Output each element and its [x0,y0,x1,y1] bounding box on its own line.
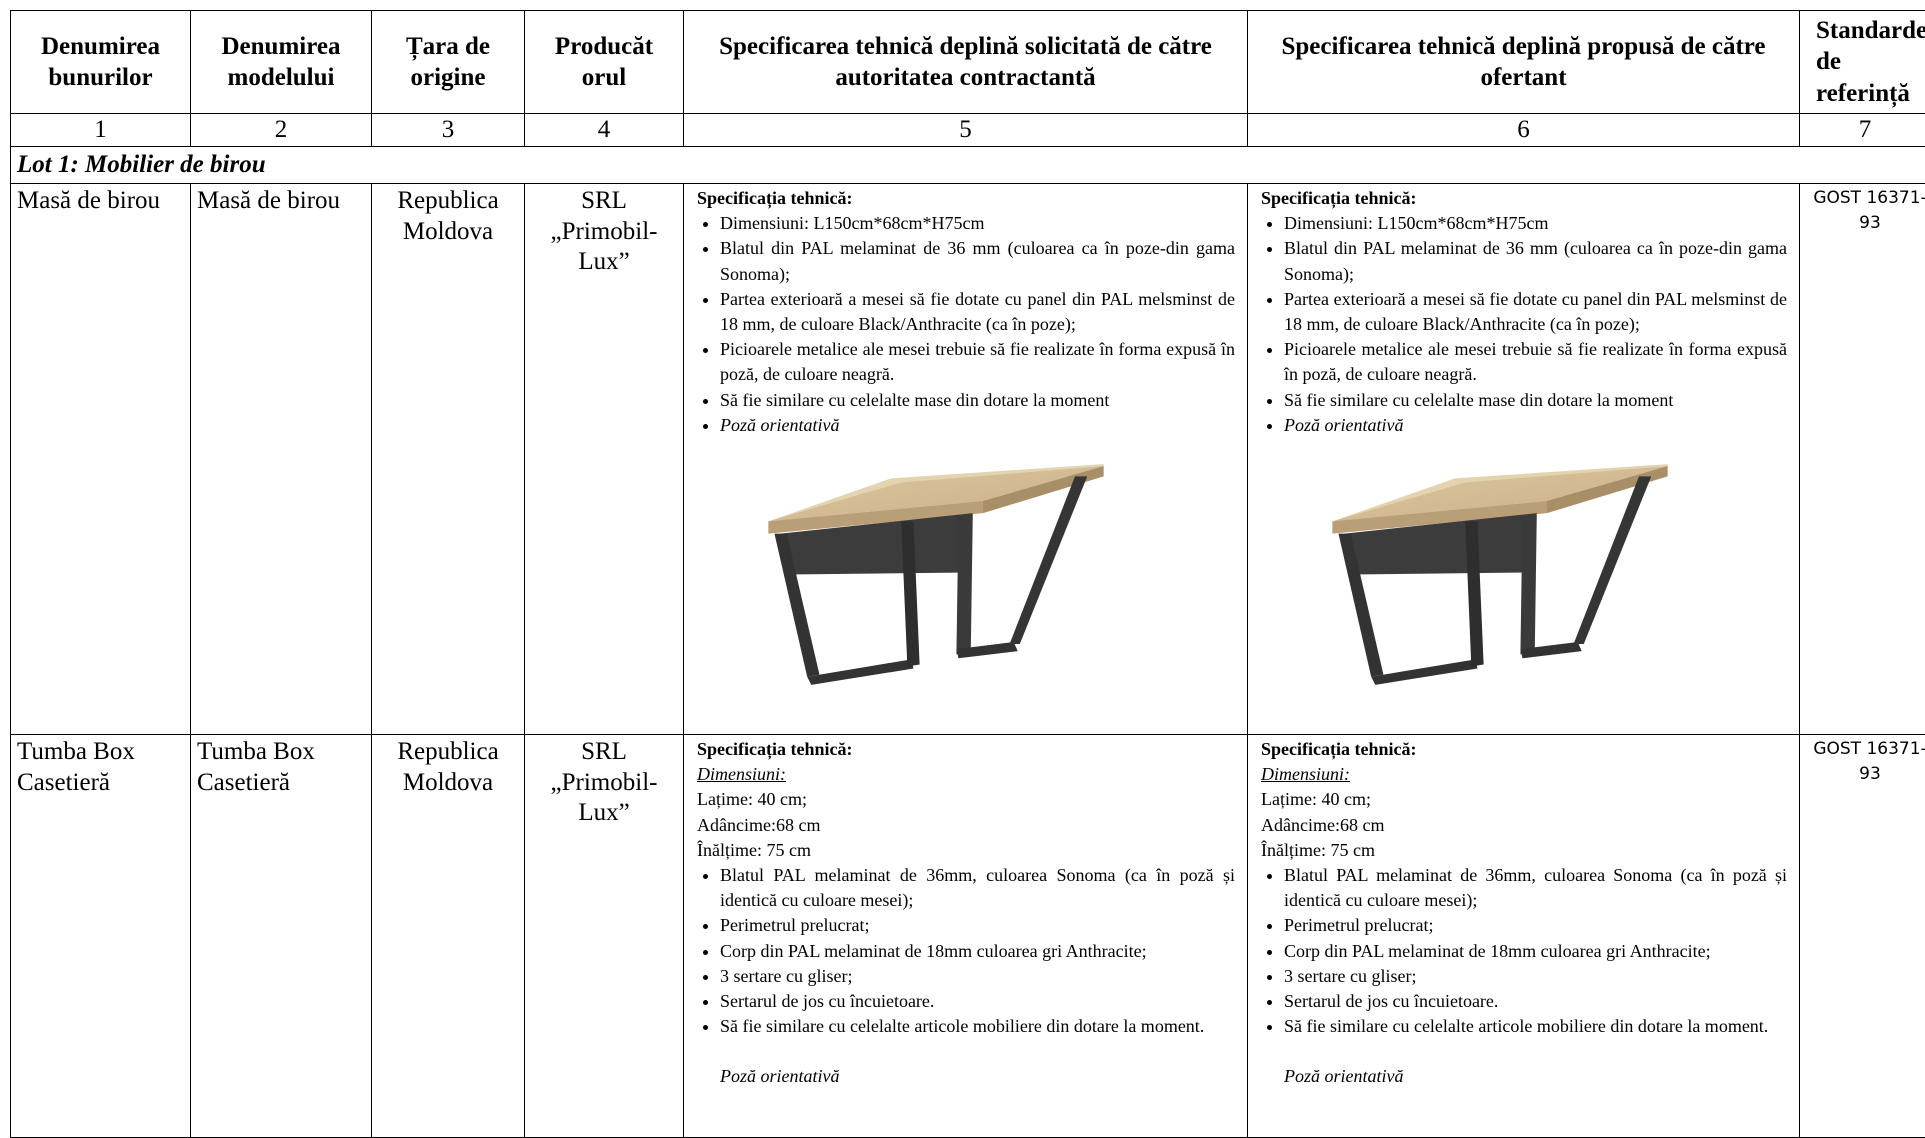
spec-list: Blatul PAL melaminat de 36mm, culoarea S… [697,863,1235,1039]
column-number: 4 [525,114,684,147]
desk-photo [1316,460,1686,690]
spec-item: Corp din PAL melaminat de 18mm culoarea … [720,939,1235,964]
country: Republica Moldova [372,735,525,1138]
spec-item: Dimensiuni: L150cm*68cm*H75cm [1284,211,1787,236]
header-cell: Specificarea tehnică deplină propusă de … [1248,11,1800,114]
spec-line: Înălțime: 75 cm [1261,838,1787,863]
spec-title: Specificația tehnică: [1261,186,1787,211]
header-cell: Denumirea bunurilor [11,11,191,114]
spec-item: 3 sertare cu gliser; [1284,964,1787,989]
column-number: 5 [684,114,1248,147]
column-number: 1 [11,114,191,147]
standard: GOST 16371-93 [1800,735,1925,1138]
spec-item: Partea exterioară a mesei să fie dotate … [1284,287,1787,337]
spec-item: Blatul din PAL melaminat de 36 mm (culoa… [720,236,1235,286]
spec-title: Specificația tehnică: [697,737,1235,762]
spec-title: Specificația tehnică: [697,186,1235,211]
header-cell: Țara de origine [372,11,525,114]
spec-cell: Specificația tehnică:Dimensiuni: L150cm*… [1248,184,1800,735]
goods-name: Masă de birou [11,184,191,735]
header-cell: Specificarea tehnică deplină solicitată … [684,11,1248,114]
lot-row: Lot 1: Mobilier de birou [11,147,1925,184]
header-row: Denumirea bunurilor Denumirea modelului … [11,11,1925,114]
spec-item: Să fie similare cu celelalte articole mo… [1284,1014,1787,1039]
model-name: Masă de birou [191,184,372,735]
spec-item: Dimensiuni: L150cm*68cm*H75cm [720,211,1235,236]
desk-shape [1332,464,1667,685]
spec-item: Perimetrul prelucrat; [720,913,1235,938]
spec-photo-note: Poză orientativă [720,413,1235,438]
spec-item: Picioarele metalice ale mesei trebuie să… [720,337,1235,387]
spec-item: Perimetrul prelucrat; [1284,913,1787,938]
spec-item: Picioarele metalice ale mesei trebuie să… [1284,337,1787,387]
spec-item: Sertarul de jos cu încuietoare. [720,989,1235,1014]
spec-line: Adâncime:68 cm [1261,813,1787,838]
spec-list: Dimensiuni: L150cm*68cm*H75cmBlatul din … [1261,211,1787,438]
spec-photo-note: Poză orientativă [1284,413,1787,438]
spec-list: Dimensiuni: L150cm*68cm*H75cmBlatul din … [697,211,1235,438]
lot-title: Lot 1: Mobilier de birou [11,147,1925,184]
column-number: 6 [1248,114,1800,147]
column-number: 2 [191,114,372,147]
spec-item: 3 sertare cu gliser; [720,964,1235,989]
spec-list: Blatul PAL melaminat de 36mm, culoarea S… [1261,863,1787,1039]
spec-photo-note: Poză orientativă [1284,1064,1787,1089]
producer: SRL „Primobil-Lux” [525,735,684,1138]
spec-table: Denumirea bunurilor Denumirea modelului … [10,10,1925,1138]
spec-line: Adâncime:68 cm [697,813,1235,838]
spec-item: Să fie similare cu celelalte articole mo… [720,1014,1235,1039]
goods-name: Tumba Box Casetieră [11,735,191,1138]
spec-item: Blatul PAL melaminat de 36mm, culoarea S… [720,863,1235,913]
desk-photo [752,460,1122,690]
spec-subtitle: Dimensiuni: [1261,762,1787,787]
spec-subtitle: Dimensiuni: [697,762,1235,787]
spec-item: Partea exterioară a mesei să fie dotate … [720,287,1235,337]
spec-item: Blatul PAL melaminat de 36mm, culoarea S… [1284,863,1787,913]
spec-photo-note: Poză orientativă [720,1064,1235,1089]
column-number: 3 [372,114,525,147]
spec-cell: Specificația tehnică:Dimensiuni:Lațime: … [684,735,1248,1138]
spec-line: Lațime: 40 cm; [1261,787,1787,812]
number-row: 1 2 3 4 5 6 7 [11,114,1925,147]
model-name: Tumba Box Casetieră [191,735,372,1138]
page-body: Denumirea bunurilor Denumirea modelului … [0,0,1925,1115]
spec-cell: Specificația tehnică:Dimensiuni: L150cm*… [684,184,1248,735]
spec-item: Corp din PAL melaminat de 18mm culoarea … [1284,939,1787,964]
spec-item: Sertarul de jos cu încuietoare. [1284,989,1787,1014]
column-number: 7 [1800,114,1925,147]
producer: SRL „Primobil-Lux” [525,184,684,735]
desk-shape [768,464,1103,685]
spec-cell: Specificația tehnică:Dimensiuni:Lațime: … [1248,735,1800,1138]
page: Specificații tehnice {"header":{"columns… [0,0,1925,1115]
country: Republica Moldova [372,184,525,735]
spec-line: Înălțime: 75 cm [697,838,1235,863]
header-cell: Producăt orul [525,11,684,114]
spec-item: Să fie similare cu celelalte mase din do… [720,388,1235,413]
spec-item: Să fie similare cu celelalte mase din do… [1284,388,1787,413]
spec-line: Lațime: 40 cm; [697,787,1235,812]
spec-title: Specificația tehnică: [1261,737,1787,762]
spec-item: Blatul din PAL melaminat de 36 mm (culoa… [1284,236,1787,286]
standard: GOST 16371-93 [1800,184,1925,735]
header-cell: Standarde de referință [1800,11,1925,114]
header-cell: Denumirea modelului [191,11,372,114]
